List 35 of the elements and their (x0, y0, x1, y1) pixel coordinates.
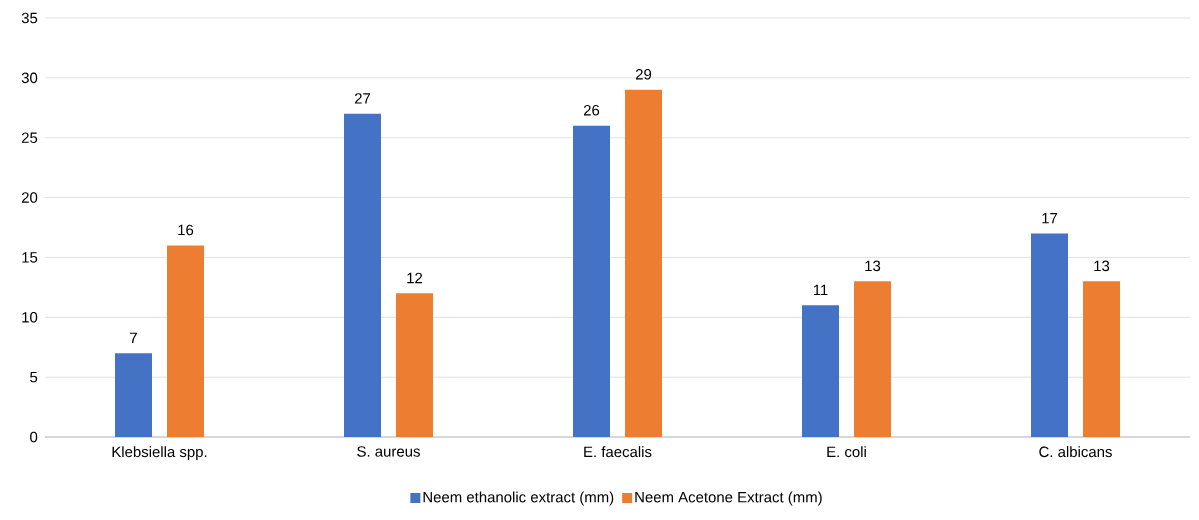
bar (1031, 233, 1069, 437)
y-tick-label: 35 (21, 12, 38, 24)
legend-label: Neem Acetone Extract (mm) (635, 491, 822, 506)
x-tick-label: E. faecalis (584, 446, 652, 458)
y-tick-label: 20 (21, 192, 38, 203)
y-tick-label: 30 (21, 72, 38, 84)
x-tick-label: S. aureus (357, 446, 420, 457)
bar (802, 305, 840, 437)
bar (573, 125, 611, 437)
data-label: 29 (635, 69, 652, 80)
bar (115, 353, 152, 437)
y-tick-label: 5 (30, 371, 38, 383)
data-label: 7 (130, 332, 137, 343)
bar (167, 245, 204, 437)
data-label: 12 (407, 272, 423, 284)
data-label: 17 (1042, 213, 1058, 224)
x-tick-label: E. coli (827, 446, 866, 458)
bar (854, 281, 892, 437)
data-label: 13 (1094, 260, 1110, 272)
y-tick-label: 25 (21, 132, 38, 143)
x-tick-label: C. albicans (1039, 446, 1112, 458)
y-tick-label: 10 (22, 311, 38, 323)
bar (625, 89, 663, 437)
data-label: 11 (813, 284, 828, 296)
bar (344, 113, 381, 437)
data-label: 16 (178, 224, 194, 236)
data-label: 27 (354, 93, 371, 104)
y-tick-label: 0 (30, 431, 38, 443)
legend-label: Neem ethanolic extract (mm) (423, 491, 614, 506)
bar (396, 293, 433, 437)
y-tick-label: 15 (22, 252, 38, 263)
data-label: 13 (865, 260, 881, 272)
bar (1083, 281, 1121, 437)
x-tick-label: Klebsiella spp. (112, 446, 207, 461)
data-label: 26 (583, 104, 600, 116)
